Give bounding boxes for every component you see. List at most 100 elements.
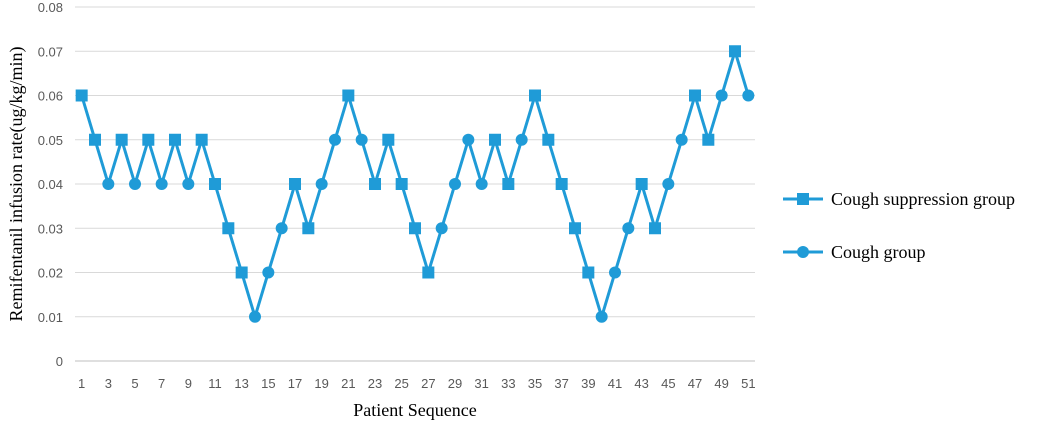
data-point-square — [422, 266, 435, 279]
x-tick-label: 45 — [661, 376, 675, 391]
data-point-square — [382, 133, 395, 146]
y-tick-label: 0.02 — [38, 266, 63, 281]
y-tick-label: 0.01 — [38, 310, 63, 325]
x-tick-label: 43 — [634, 376, 648, 391]
x-tick-labels: 1 3 5 7 9 11 13 15 17 19 21 23 25 27 29 31 33 35 37 39 41 43 4… — [78, 376, 756, 391]
data-point-square — [369, 178, 381, 190]
legend-label: Cough group — [831, 242, 926, 262]
legend-label: Cough suppression group — [831, 189, 1015, 209]
x-tick-label: 31 — [474, 376, 488, 391]
data-point-circle — [275, 222, 288, 235]
data-point-square — [702, 133, 715, 146]
data-point-circle — [262, 266, 275, 279]
data-point-square — [209, 178, 221, 190]
data-point-square — [302, 222, 315, 235]
data-point-square — [115, 133, 128, 146]
x-tick-label: 23 — [368, 376, 382, 391]
data-point-square — [395, 178, 408, 190]
data-point-square — [729, 45, 741, 58]
x-tick-label: 3 — [105, 376, 112, 391]
x-tick-label: 27 — [421, 376, 435, 391]
data-point-circle — [595, 310, 608, 323]
data-point-square — [195, 133, 208, 146]
data-point-circle — [449, 178, 461, 190]
y-tick-label: 0.07 — [38, 44, 63, 59]
x-tick-label: 25 — [394, 376, 408, 391]
data-point-circle — [155, 178, 168, 190]
legend-item-cough-suppression: Cough suppression group — [783, 189, 1015, 209]
data-point-circle — [515, 133, 528, 146]
x-tick-label: 51 — [741, 376, 755, 391]
data-point-square — [529, 89, 541, 102]
x-tick-label: 11 — [208, 376, 222, 391]
data-point-circle — [662, 178, 675, 190]
gridlines — [75, 6, 755, 318]
legend-square-marker — [797, 193, 809, 205]
data-point-circle — [182, 178, 195, 190]
data-point-circle — [475, 178, 488, 190]
y-tick-label: 0.03 — [38, 221, 63, 236]
data-point-circle — [609, 266, 621, 279]
legend: Cough suppression group Cough group — [783, 189, 1015, 262]
x-tick-label: 19 — [314, 376, 328, 391]
data-point-square — [89, 133, 101, 146]
data-point-square — [409, 222, 421, 235]
x-tick-label: 39 — [581, 376, 595, 391]
data-point-circle — [102, 178, 115, 190]
data-point-square — [142, 133, 155, 146]
data-point-circle — [249, 310, 261, 323]
x-tick-label: 41 — [608, 376, 622, 391]
y-tick-labels: 0 0.01 0.02 0.03 0.04 0.05 0.06 0.07 0.08 — [38, 0, 63, 369]
x-axis-title: Patient Sequence — [353, 400, 476, 420]
y-tick-label: 0.04 — [38, 177, 63, 192]
x-tick-label: 35 — [528, 376, 542, 391]
y-tick-label: 0.06 — [38, 89, 63, 104]
x-tick-label: 49 — [714, 376, 728, 391]
data-point-circle — [355, 133, 368, 146]
data-point-square — [235, 266, 248, 279]
y-tick-label: 0.08 — [38, 0, 63, 15]
x-tick-label: 9 — [185, 376, 192, 391]
data-point-square — [289, 178, 301, 190]
x-tick-label: 37 — [554, 376, 568, 391]
x-tick-label: 5 — [131, 376, 138, 391]
data-point-square — [342, 89, 355, 102]
legend-item-cough: Cough group — [783, 242, 926, 262]
data-point-square — [502, 178, 515, 190]
x-tick-label: 15 — [261, 376, 275, 391]
x-tick-label: 1 — [78, 376, 85, 391]
data-point-circle — [622, 222, 635, 235]
data-point-circle — [462, 133, 475, 146]
data-point-square — [689, 89, 701, 102]
x-tick-label: 29 — [448, 376, 462, 391]
data-point-square — [489, 133, 501, 146]
x-tick-label: 7 — [158, 376, 165, 391]
x-tick-label: 33 — [501, 376, 515, 391]
legend-circle-marker — [797, 246, 809, 258]
data-point-square — [569, 222, 581, 235]
data-point-square — [222, 222, 235, 235]
data-point-square — [169, 133, 181, 146]
y-axis-title: Remifentanil infusion rate(ug/kg/min) — [6, 47, 27, 322]
data-point-circle — [329, 133, 341, 146]
data-point-square — [542, 133, 555, 146]
x-tick-label: 13 — [234, 376, 248, 391]
data-point-circle — [435, 222, 448, 235]
data-point-circle — [129, 178, 141, 190]
data-point-square — [75, 89, 88, 102]
y-tick-label: 0 — [56, 354, 63, 369]
data-point-circle — [742, 89, 755, 102]
x-tick-label: 17 — [288, 376, 302, 391]
data-point-square — [649, 222, 661, 235]
data-point-square — [635, 178, 648, 190]
x-tick-label: 47 — [688, 376, 702, 391]
y-tick-label: 0.05 — [38, 133, 63, 148]
data-point-circle — [715, 89, 728, 102]
data-point-circle — [315, 178, 328, 190]
data-point-square — [555, 178, 568, 190]
data-point-circle — [675, 133, 688, 146]
x-tick-label: 21 — [341, 376, 355, 391]
data-point-square — [582, 266, 595, 279]
data-points — [75, 45, 755, 323]
